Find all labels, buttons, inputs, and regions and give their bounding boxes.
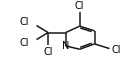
Text: Cl: Cl xyxy=(19,38,29,48)
Text: Cl: Cl xyxy=(43,47,53,57)
Text: N: N xyxy=(62,41,69,51)
Text: Cl: Cl xyxy=(19,17,29,27)
Text: Cl: Cl xyxy=(75,1,84,11)
Text: Cl: Cl xyxy=(111,45,120,55)
